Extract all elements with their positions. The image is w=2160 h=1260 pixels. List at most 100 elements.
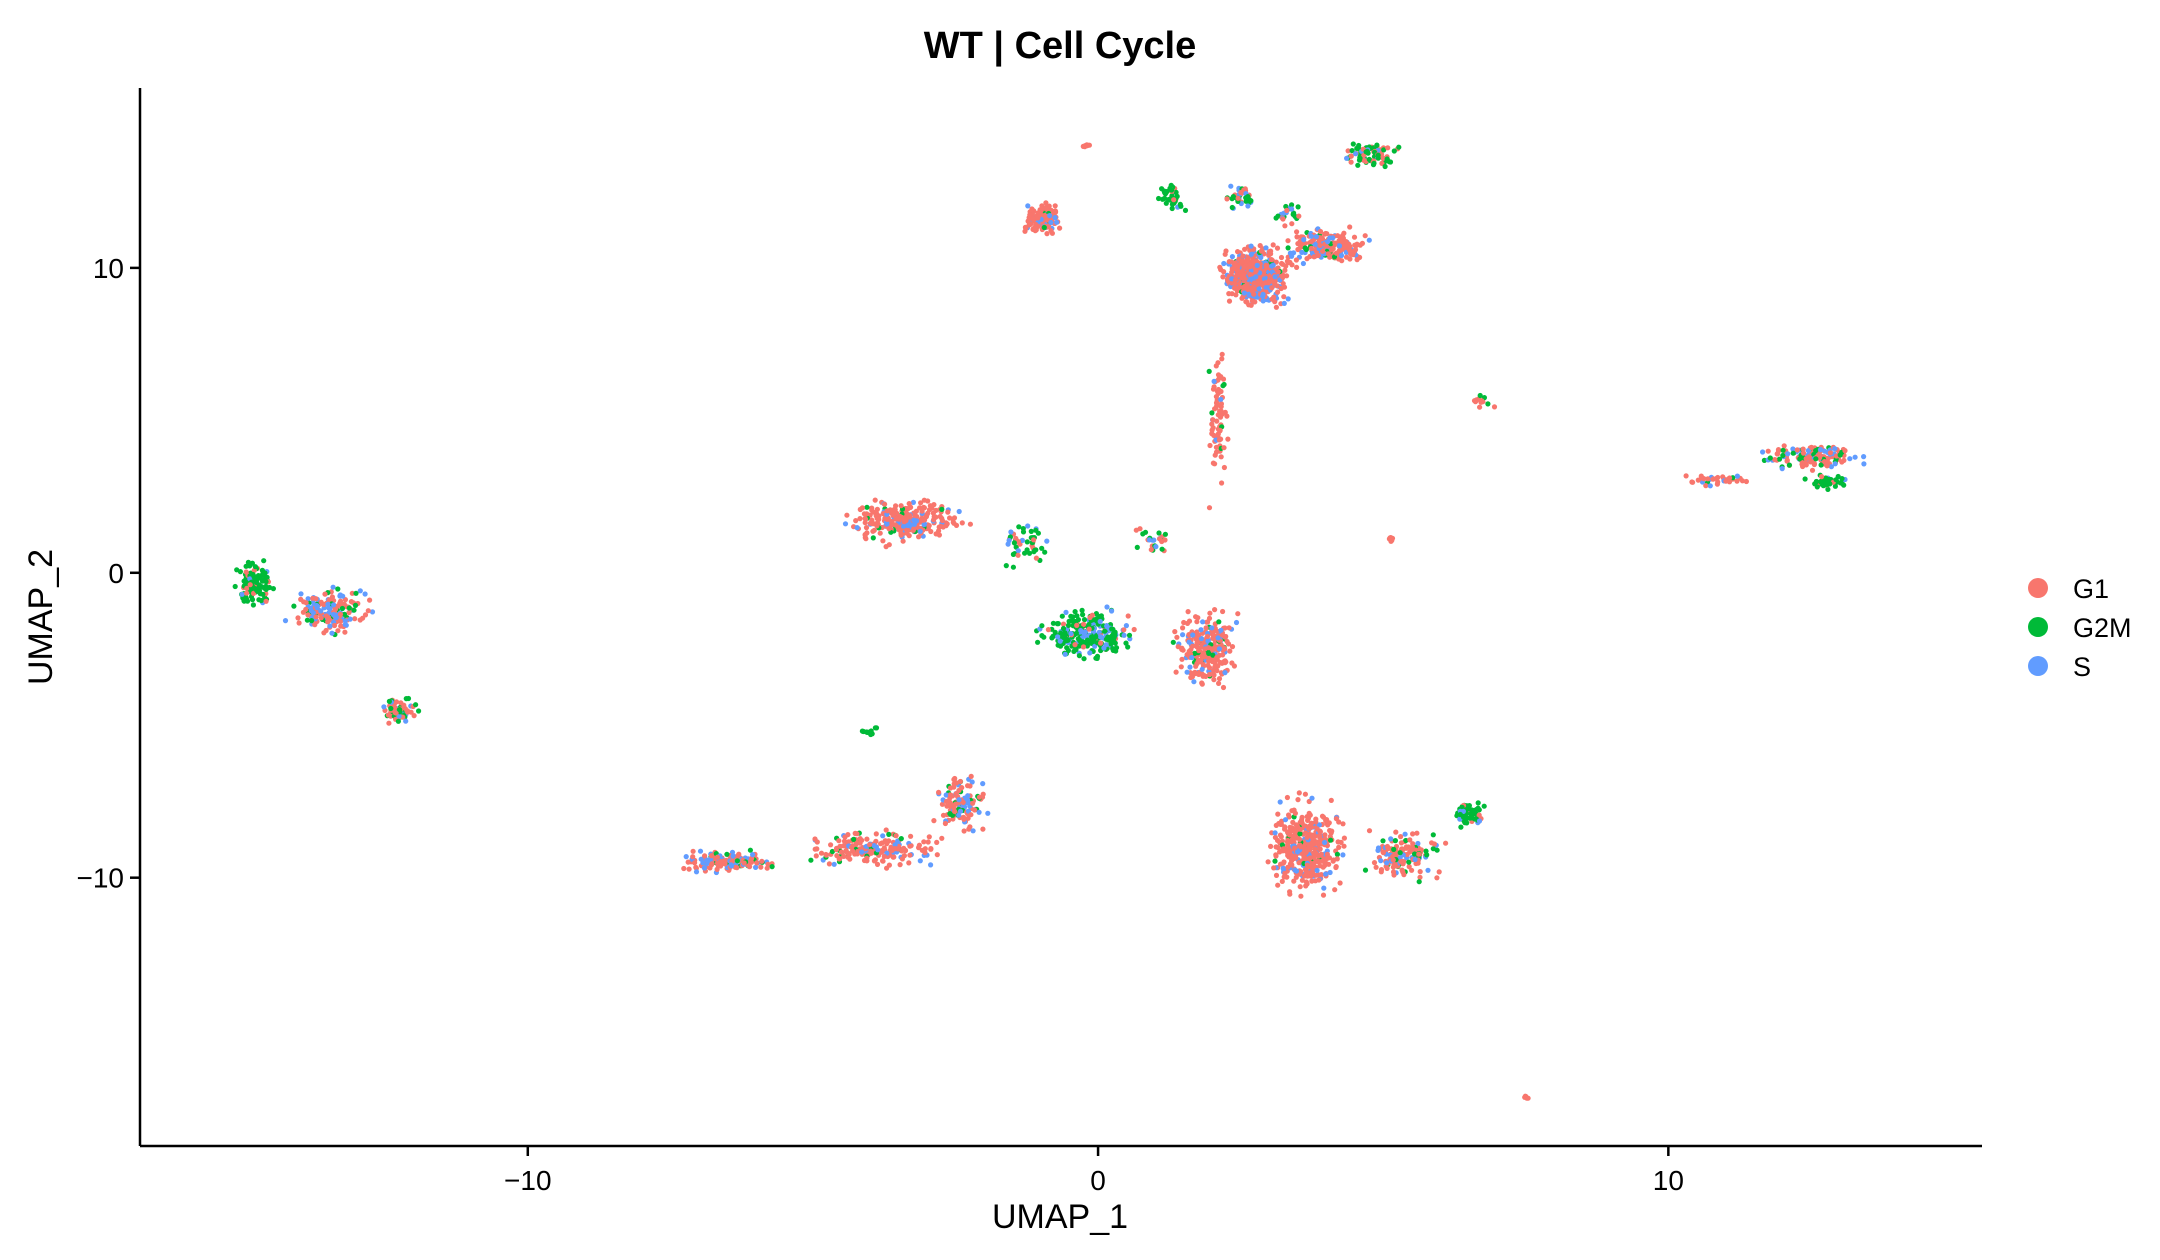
point-g1 bbox=[295, 615, 301, 621]
point-g2m bbox=[1297, 831, 1303, 837]
point-g1 bbox=[1303, 883, 1309, 889]
point-s bbox=[369, 609, 376, 615]
point-g1 bbox=[323, 613, 329, 619]
point-g1 bbox=[1210, 425, 1216, 431]
point-g1 bbox=[1312, 846, 1318, 852]
point-g1 bbox=[1211, 672, 1217, 678]
point-g2m bbox=[1126, 632, 1133, 638]
point-s bbox=[1199, 666, 1205, 672]
point-g1 bbox=[1232, 260, 1238, 266]
point-g1 bbox=[1347, 224, 1353, 230]
point-g1 bbox=[1477, 404, 1483, 410]
point-g1 bbox=[405, 709, 411, 715]
point-g1 bbox=[1296, 213, 1302, 219]
point-s bbox=[1222, 670, 1228, 676]
point-g1 bbox=[945, 509, 951, 515]
point-g1 bbox=[862, 531, 868, 538]
point-g1 bbox=[863, 857, 870, 864]
point-g1 bbox=[1384, 843, 1390, 850]
x-tick-label: 10 bbox=[1653, 1165, 1684, 1196]
point-g2m bbox=[1364, 148, 1370, 154]
point-g1 bbox=[1317, 834, 1323, 841]
point-g1 bbox=[1398, 834, 1404, 840]
point-g2m bbox=[1064, 645, 1070, 651]
point-g1 bbox=[1131, 626, 1137, 633]
point-g1 bbox=[1258, 275, 1264, 281]
point-g1 bbox=[1247, 247, 1253, 253]
point-g2m bbox=[1024, 539, 1030, 545]
point-g1 bbox=[1399, 867, 1405, 873]
point-g1 bbox=[897, 862, 903, 868]
point-g1 bbox=[844, 512, 850, 518]
point-g2m bbox=[1093, 634, 1099, 640]
point-g1 bbox=[882, 501, 888, 507]
point-g2m bbox=[1411, 851, 1418, 857]
point-g1 bbox=[872, 857, 879, 863]
point-g1 bbox=[342, 629, 348, 635]
point-g1 bbox=[1347, 243, 1353, 249]
point-g1 bbox=[1173, 669, 1179, 675]
point-s bbox=[1280, 866, 1286, 872]
point-g1 bbox=[846, 851, 852, 858]
point-g2m bbox=[1066, 618, 1072, 625]
point-s bbox=[1325, 239, 1331, 245]
point-s bbox=[1707, 483, 1713, 489]
point-g1 bbox=[1281, 284, 1288, 290]
point-g1 bbox=[1206, 658, 1212, 664]
point-g1 bbox=[1311, 841, 1317, 847]
point-g1 bbox=[1275, 882, 1281, 888]
point-g1 bbox=[1297, 836, 1303, 843]
point-s bbox=[683, 854, 689, 860]
point-g2m bbox=[1071, 648, 1077, 655]
point-s bbox=[1309, 795, 1315, 801]
point-g2m bbox=[1161, 188, 1167, 194]
point-g2m bbox=[1295, 204, 1301, 210]
point-s bbox=[1260, 298, 1266, 304]
point-g1 bbox=[1219, 356, 1225, 362]
point-g1 bbox=[1727, 475, 1733, 481]
point-g2m bbox=[1089, 634, 1095, 640]
point-g1 bbox=[747, 864, 753, 870]
point-g2m bbox=[1813, 448, 1819, 454]
point-g1 bbox=[1212, 664, 1218, 670]
point-g1 bbox=[1280, 860, 1286, 866]
point-g1 bbox=[1220, 684, 1227, 691]
point-g2m bbox=[1273, 215, 1279, 221]
point-g1 bbox=[1345, 148, 1351, 154]
point-g1 bbox=[1052, 203, 1058, 209]
point-g2m bbox=[1475, 800, 1481, 806]
point-s bbox=[1099, 634, 1105, 641]
point-s bbox=[1299, 249, 1305, 255]
point-g1 bbox=[1222, 625, 1228, 631]
point-g1 bbox=[1201, 654, 1207, 660]
point-g2m bbox=[416, 708, 422, 714]
point-g1 bbox=[1304, 862, 1310, 868]
point-g2m bbox=[1182, 207, 1189, 213]
point-s bbox=[1245, 203, 1251, 209]
point-s bbox=[700, 860, 706, 866]
point-g1 bbox=[916, 534, 922, 540]
point-s bbox=[1209, 625, 1215, 631]
point-g1 bbox=[870, 528, 876, 534]
point-g2m bbox=[1832, 483, 1838, 489]
point-g2m bbox=[1160, 196, 1166, 202]
point-g2m bbox=[1070, 618, 1076, 625]
point-g1 bbox=[1238, 189, 1244, 196]
point-s bbox=[965, 797, 971, 803]
point-g1 bbox=[1841, 457, 1847, 463]
point-g1 bbox=[864, 836, 870, 842]
point-g1 bbox=[1293, 874, 1299, 880]
point-g1 bbox=[828, 842, 834, 848]
point-g1 bbox=[1772, 457, 1778, 463]
point-g2m bbox=[1382, 163, 1388, 170]
point-g1 bbox=[1398, 840, 1404, 846]
point-g1 bbox=[1289, 858, 1295, 864]
point-g1 bbox=[953, 791, 959, 797]
point-g1 bbox=[1265, 859, 1271, 865]
point-g2m bbox=[1060, 625, 1067, 632]
point-s bbox=[956, 812, 962, 818]
point-s bbox=[1063, 609, 1069, 616]
point-g1 bbox=[708, 862, 715, 868]
point-g2m bbox=[1055, 642, 1061, 648]
point-g1 bbox=[1266, 252, 1272, 258]
